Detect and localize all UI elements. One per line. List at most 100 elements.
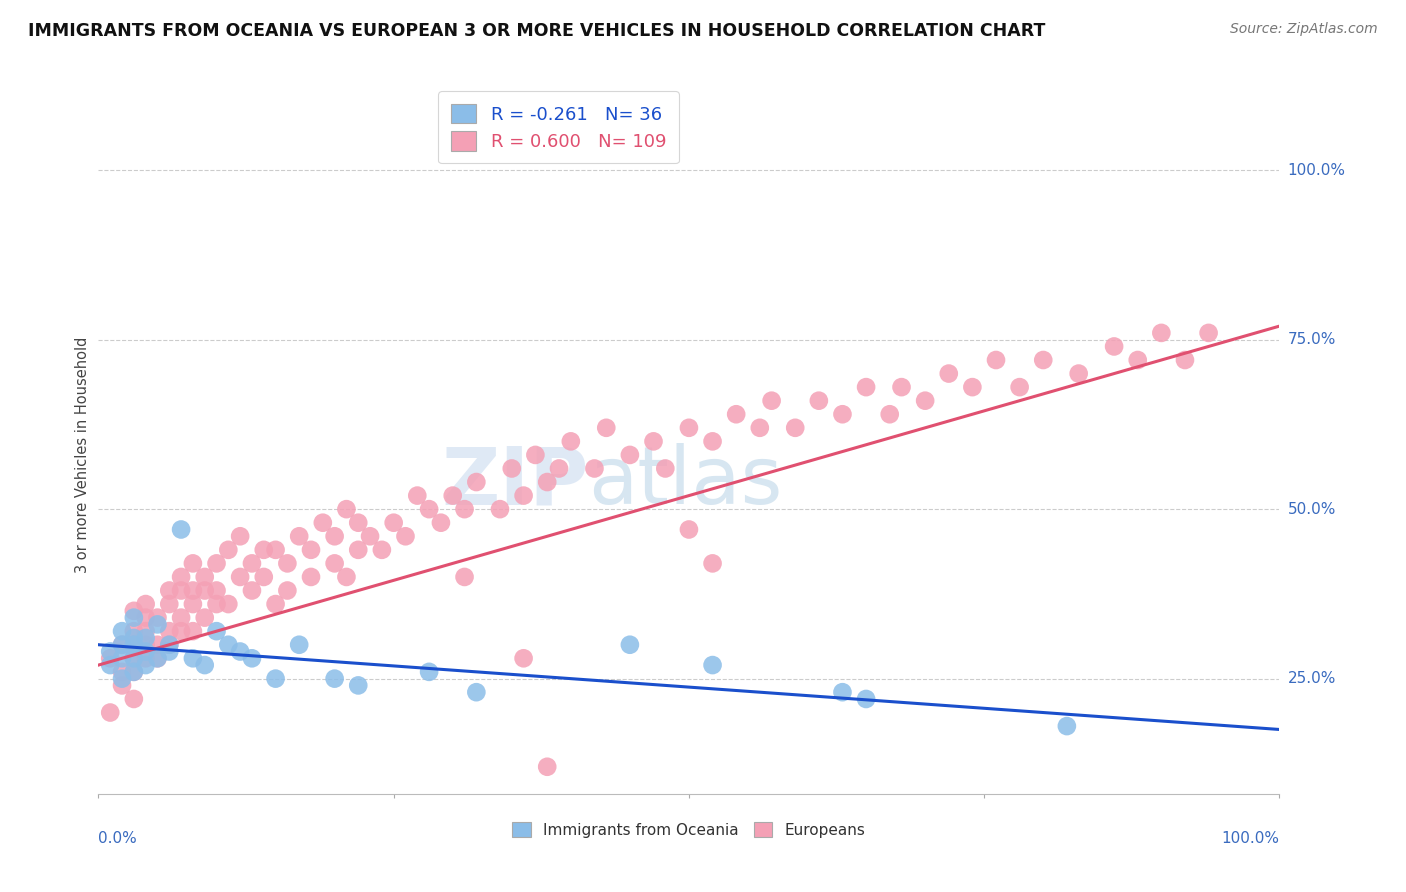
Point <box>1174 353 1197 368</box>
Point <box>146 610 169 624</box>
Point <box>583 461 606 475</box>
Point <box>111 638 134 652</box>
Point <box>205 624 228 639</box>
Point <box>595 421 617 435</box>
Point <box>288 529 311 543</box>
Text: 50.0%: 50.0% <box>1288 501 1336 516</box>
Point <box>643 434 665 449</box>
Point <box>135 631 157 645</box>
Point <box>98 644 121 658</box>
Point <box>548 461 571 475</box>
Point <box>135 658 157 673</box>
Point <box>170 610 193 624</box>
Point <box>217 542 239 557</box>
Point <box>111 678 134 692</box>
Point <box>512 489 534 503</box>
Point <box>240 557 263 571</box>
Point <box>489 502 512 516</box>
Point <box>264 542 287 557</box>
Point <box>371 542 394 557</box>
Text: 100.0%: 100.0% <box>1222 831 1279 847</box>
Point <box>135 624 157 639</box>
Text: Source: ZipAtlas.com: Source: ZipAtlas.com <box>1230 22 1378 37</box>
Point <box>205 597 228 611</box>
Point <box>229 570 252 584</box>
Point <box>229 529 252 543</box>
Point <box>938 367 960 381</box>
Point <box>347 678 370 692</box>
Point <box>335 502 357 516</box>
Point <box>702 434 724 449</box>
Point <box>111 638 134 652</box>
Point <box>122 624 145 639</box>
Point <box>1198 326 1220 340</box>
Text: atlas: atlas <box>589 443 783 521</box>
Point <box>785 421 807 435</box>
Point <box>181 597 204 611</box>
Point <box>619 638 641 652</box>
Point <box>890 380 912 394</box>
Point <box>170 570 193 584</box>
Point <box>135 597 157 611</box>
Point <box>1126 353 1149 368</box>
Point <box>170 583 193 598</box>
Point <box>157 583 180 598</box>
Text: 75.0%: 75.0% <box>1288 332 1336 347</box>
Point <box>748 421 770 435</box>
Point <box>240 583 263 598</box>
Point <box>299 570 322 584</box>
Point <box>394 529 416 543</box>
Point <box>418 665 440 679</box>
Point <box>122 610 145 624</box>
Point <box>98 706 121 720</box>
Point <box>1056 719 1078 733</box>
Point <box>122 665 145 679</box>
Point <box>441 489 464 503</box>
Text: ZIP: ZIP <box>441 443 589 521</box>
Point <box>194 583 217 598</box>
Point <box>879 407 901 421</box>
Point <box>157 644 180 658</box>
Y-axis label: 3 or more Vehicles in Household: 3 or more Vehicles in Household <box>75 337 90 573</box>
Point <box>240 651 263 665</box>
Point <box>122 604 145 618</box>
Point <box>217 638 239 652</box>
Point <box>205 557 228 571</box>
Point <box>984 353 1007 368</box>
Point <box>122 665 145 679</box>
Point <box>654 461 676 475</box>
Point <box>98 658 121 673</box>
Point <box>111 624 134 639</box>
Point <box>465 685 488 699</box>
Point <box>157 597 180 611</box>
Point <box>122 638 145 652</box>
Point <box>181 583 204 598</box>
Point <box>418 502 440 516</box>
Point <box>678 421 700 435</box>
Point <box>1008 380 1031 394</box>
Point <box>111 672 134 686</box>
Point <box>253 570 276 584</box>
Point <box>146 638 169 652</box>
Point <box>725 407 748 421</box>
Point <box>122 638 145 652</box>
Point <box>702 658 724 673</box>
Point <box>135 651 157 665</box>
Point <box>536 760 558 774</box>
Point <box>146 651 169 665</box>
Point <box>98 651 121 665</box>
Point <box>855 380 877 394</box>
Point <box>453 570 475 584</box>
Point <box>761 393 783 408</box>
Point <box>465 475 488 489</box>
Point <box>157 638 180 652</box>
Point <box>914 393 936 408</box>
Point <box>135 644 157 658</box>
Point <box>288 638 311 652</box>
Point <box>299 542 322 557</box>
Point <box>406 489 429 503</box>
Point <box>181 624 204 639</box>
Text: 100.0%: 100.0% <box>1288 162 1346 178</box>
Point <box>170 624 193 639</box>
Point <box>323 529 346 543</box>
